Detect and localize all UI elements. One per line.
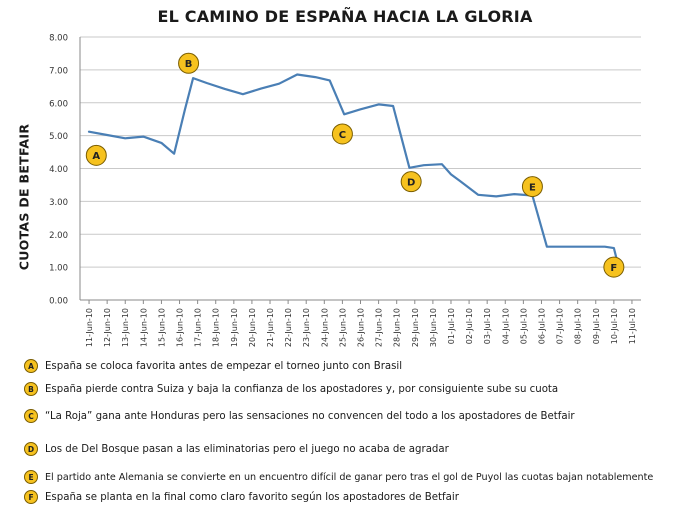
annotation-marker-b xyxy=(178,52,200,74)
x-tick-label: 17-Jun-10 xyxy=(194,308,203,347)
legend-marker-d: D xyxy=(24,442,38,456)
legend-item-e: E El partido ante Alemania se convierte … xyxy=(24,468,653,486)
x-tick-label: 05-Jul-10 xyxy=(519,308,528,344)
annotation-marker-a xyxy=(85,144,107,166)
x-tick-label: 06-Jul-10 xyxy=(537,308,546,344)
x-tick-label: 27-Jun-10 xyxy=(375,308,384,347)
chart-title: EL CAMINO DE ESPAÑA HACIA LA GLORIA xyxy=(157,7,533,26)
annotation-marker-f xyxy=(603,256,625,278)
annotation-label-d: D xyxy=(407,177,415,188)
legend-text-f: España se planta en la final como claro … xyxy=(45,491,459,503)
x-tick-label: 07-Jul-10 xyxy=(556,308,565,344)
annotation-label-b: B xyxy=(185,59,193,70)
y-tick-label: 1.00 xyxy=(49,264,68,274)
y-tick-label: 0.00 xyxy=(49,297,68,307)
legend-item-b: B España pierde contra Suiza y baja la c… xyxy=(24,380,558,398)
x-tick-label: 22-Jun-10 xyxy=(284,308,293,347)
x-tick-label: 26-Jun-10 xyxy=(357,308,366,347)
legend-item-a: A España se coloca favorita antes de emp… xyxy=(24,357,402,375)
annotation-label-e: E xyxy=(529,182,536,193)
legend-text-d: Los de Del Bosque pasan a las eliminator… xyxy=(45,443,449,455)
y-tick-label: 2.00 xyxy=(49,231,68,241)
legend-text-b: España pierde contra Suiza y baja la con… xyxy=(45,383,559,395)
x-tick-label: 25-Jun-10 xyxy=(338,308,347,347)
x-tick-label: 11-Jul-10 xyxy=(628,308,637,344)
legend-text-a: España se coloca favorita antes de empez… xyxy=(45,360,403,372)
y-tick-label: 5.00 xyxy=(49,132,68,142)
x-tick-label: 01-Jul-10 xyxy=(447,308,456,344)
x-tick-label: 14-Jun-10 xyxy=(139,308,148,347)
x-tick-label: 15-Jun-10 xyxy=(157,308,166,347)
x-tick-label: 19-Jun-10 xyxy=(230,308,239,347)
legend-marker-c: C xyxy=(24,409,38,423)
legend-marker-b: B xyxy=(24,382,38,396)
x-tick-label: 08-Jul-10 xyxy=(574,308,583,344)
annotation-label-a: A xyxy=(92,151,100,162)
x-tick-label: 03-Jul-10 xyxy=(483,308,492,344)
x-tick-label: 21-Jun-10 xyxy=(266,308,275,347)
annotation-label-c: C xyxy=(339,130,346,141)
x-tick-label: 02-Jul-10 xyxy=(465,308,474,344)
legend-text-c: “La Roja” gana ante Honduras pero las se… xyxy=(45,410,575,422)
x-tick-label: 28-Jun-10 xyxy=(393,308,402,347)
legend-item-d: D Los de Del Bosque pasan a las eliminat… xyxy=(24,440,449,458)
x-tick-label: 13-Jun-10 xyxy=(121,308,130,347)
y-tick-label: 7.00 xyxy=(49,66,68,76)
legend-item-f: F España se planta en la final como clar… xyxy=(24,488,459,506)
annotation-marker-c xyxy=(331,123,353,145)
annotation-label-f: F xyxy=(610,263,617,274)
legend-item-c: C “La Roja” gana ante Honduras pero las … xyxy=(24,407,575,425)
x-tick-label: 20-Jun-10 xyxy=(248,308,257,347)
x-tick-label: 09-Jul-10 xyxy=(592,308,601,344)
legend-marker-a: A xyxy=(24,359,38,373)
x-tick-label: 12-Jun-10 xyxy=(103,308,112,347)
series-line xyxy=(87,73,618,260)
x-tick-label: 04-Jul-10 xyxy=(501,308,510,344)
y-tick-label: 8.00 xyxy=(49,34,68,44)
x-tick-label: 16-Jun-10 xyxy=(176,308,185,347)
x-tick-label: 23-Jun-10 xyxy=(302,308,311,347)
y-tick-label: 4.00 xyxy=(49,165,68,175)
y-tick-label: 6.00 xyxy=(49,99,68,109)
x-tick-label: 11-Jun-10 xyxy=(85,308,94,347)
line-chart: 0.00 1.00 2.00 3.00 4.00 5.00 6.00 7.00 8.00 11-J… xyxy=(49,34,641,347)
x-tick-label: 29-Jun-10 xyxy=(411,308,420,347)
x-tick-label: 30-Jun-10 xyxy=(429,308,438,347)
legend-marker-f: F xyxy=(24,490,38,504)
y-tick-label: 3.00 xyxy=(49,198,68,208)
x-tick-label: 24-Jun-10 xyxy=(320,308,329,347)
annotation-marker-d xyxy=(400,171,422,193)
annotation-marker-e xyxy=(521,176,543,198)
legend-marker-e: E xyxy=(24,470,38,484)
legend-text-e: El partido ante Alemania se convierte en… xyxy=(45,471,654,483)
x-tick-label: 18-Jun-10 xyxy=(212,308,221,347)
x-tick-label: 10-Jul-10 xyxy=(610,308,619,344)
